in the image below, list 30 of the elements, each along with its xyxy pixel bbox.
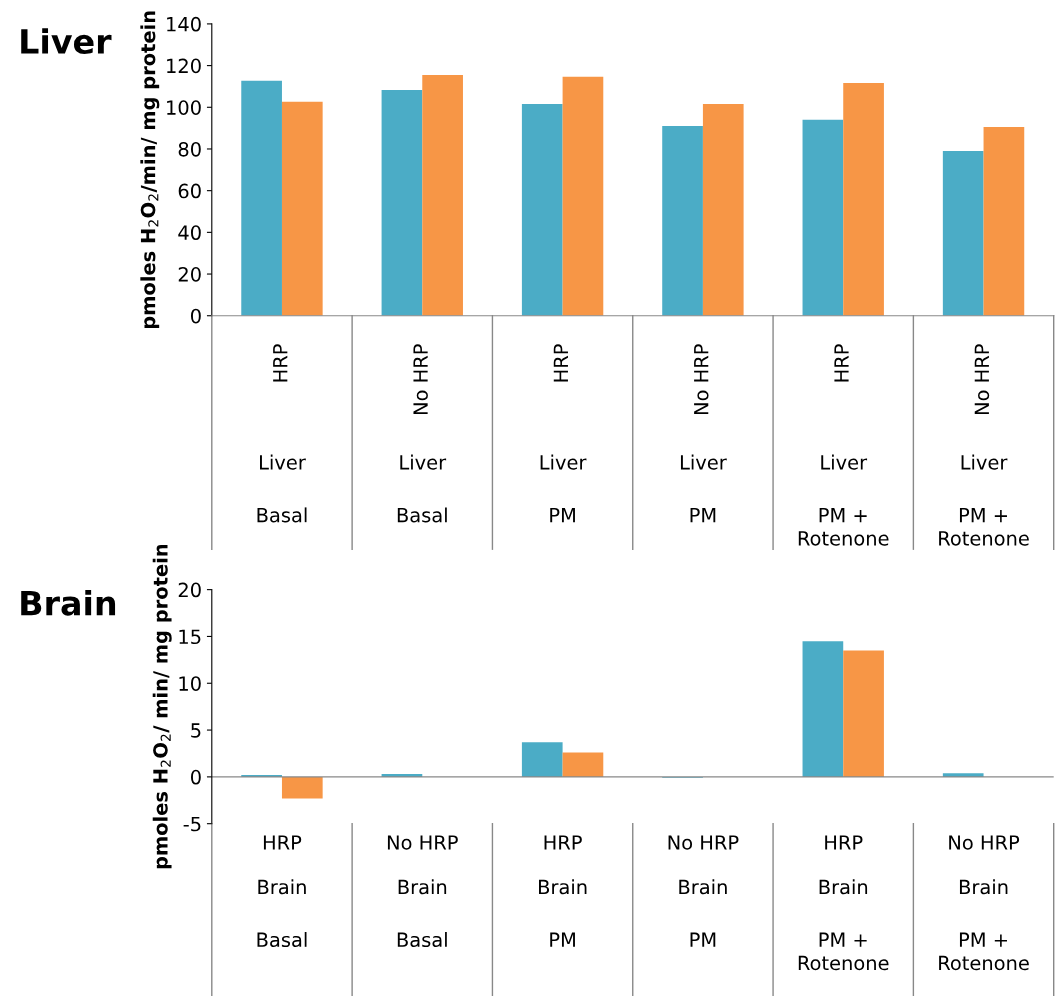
category-label: No HRP Brain PM + Rotenone <box>939 835 1029 971</box>
y-tick-label: 0 <box>190 308 201 324</box>
y-tick-label: 40 <box>178 225 201 241</box>
y-tick-label: 140 <box>167 16 201 32</box>
y-tick-label: 10 <box>179 676 201 691</box>
category-label: No HRP Brain Basal <box>387 835 458 948</box>
category-label: No HRP Liver PM <box>680 344 727 523</box>
y-tick-label: 60 <box>178 183 201 199</box>
category-label: HRP Liver Basal <box>257 344 307 523</box>
category-label: No HRP Brain PM <box>668 835 739 947</box>
category-label: HRP Brain PM + Rotenone <box>798 835 889 971</box>
category-label: HRP Brain Basal <box>257 835 307 948</box>
y-axis-title: pmoles H$_{2}$O$_{2}$/ min/ mg protein <box>152 544 172 869</box>
y-tick-label: 20 <box>178 267 201 282</box>
category-label: HRP Liver PM + Rotenone <box>798 344 889 546</box>
chart-title: Brain <box>21 589 116 616</box>
y-tick-label: 120 <box>167 58 201 74</box>
y-tick-label: 80 <box>178 141 201 157</box>
y-tick-label: 100 <box>167 100 201 115</box>
chart-title: Liver <box>21 28 112 54</box>
category-label: HRP Brain PM <box>539 835 587 947</box>
y-tick-label: 20 <box>178 582 201 598</box>
category-label: No HRP Liver Basal <box>397 344 447 523</box>
category-label: HRP Liver PM <box>540 344 587 523</box>
y-tick-label: -5 <box>183 816 201 832</box>
y-tick-label: 15 <box>179 629 201 645</box>
category-label: No HRP Liver PM + Rotenone <box>939 344 1029 546</box>
y-tick-label: 0 <box>190 769 201 785</box>
y-tick-label: 5 <box>191 723 201 738</box>
y-axis-title: pmoles H$_{2}$O$_{2}$/min/ mg protein <box>140 11 160 329</box>
